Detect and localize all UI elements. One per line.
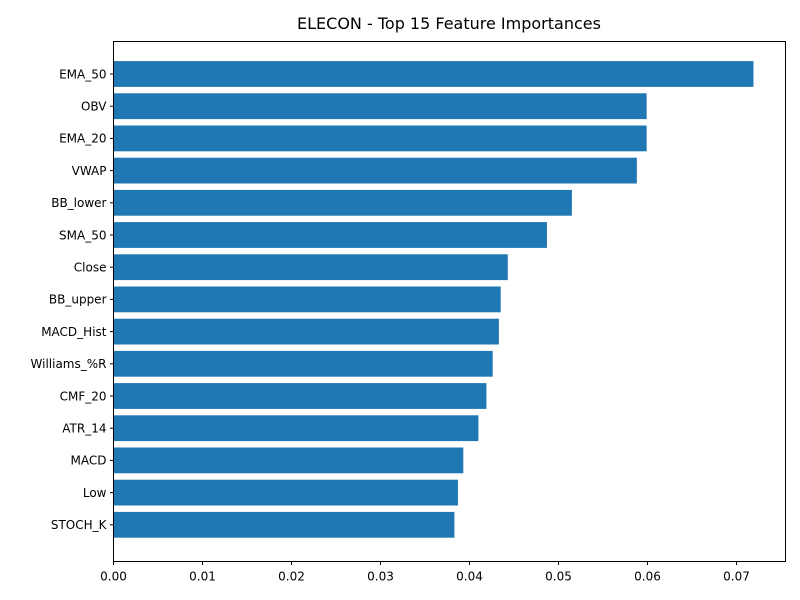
y-axis-ticks: EMA_50 OBV EMA_20 VWAP BB_lower SMA_50 Close BB… xyxy=(31,67,114,532)
y-tick-label: BB_upper xyxy=(49,293,107,307)
y-tick-label: EMA_50 xyxy=(59,67,106,81)
x-tick-label: 0.05 xyxy=(545,570,572,584)
bar-macd xyxy=(113,447,464,474)
y-tick-label: MACD xyxy=(71,454,107,468)
y-tick-label: OBV xyxy=(81,100,107,114)
x-tick-label: 0.07 xyxy=(723,570,750,584)
y-tick-label: BB_lower xyxy=(51,196,106,210)
x-tick-label: 0.03 xyxy=(367,570,394,584)
y-tick-label: VWAP xyxy=(72,164,107,178)
bar-bb-lower xyxy=(113,189,572,216)
bar-bb-upper xyxy=(113,286,501,313)
bar-williams-r xyxy=(113,350,493,377)
y-tick-label: Low xyxy=(83,486,107,500)
x-tick-label: 0.02 xyxy=(278,570,305,584)
x-tick-label: 0.04 xyxy=(456,570,483,584)
bars-group xyxy=(113,61,754,538)
y-tick-label: ATR_14 xyxy=(62,422,106,436)
plot-frame xyxy=(113,41,786,562)
y-tick-label: Close xyxy=(74,261,107,275)
bar-sma-50 xyxy=(113,222,547,248)
y-tick-label: STOCH_K xyxy=(51,518,108,532)
y-tick-label: Williams_%R xyxy=(31,357,107,371)
y-tick-label: EMA_20 xyxy=(59,132,106,146)
bar-macd-hist xyxy=(113,318,499,345)
chart-title: ELECON - Top 15 Feature Importances xyxy=(297,14,601,33)
bar-atr-14 xyxy=(113,415,479,442)
bar-ema-20 xyxy=(113,125,647,152)
y-tick-label: MACD_Hist xyxy=(41,325,107,339)
x-tick-label: 0.06 xyxy=(634,570,661,584)
x-tick-label: 0.01 xyxy=(189,570,216,584)
bar-ema-50 xyxy=(113,61,754,87)
bar-obv xyxy=(113,93,647,120)
bar-stoch-k xyxy=(113,511,455,538)
bar-cmf-20 xyxy=(113,383,487,409)
y-tick-label: CMF_20 xyxy=(60,389,107,403)
bar-low xyxy=(113,479,458,506)
y-tick-label: SMA_50 xyxy=(59,228,106,242)
x-tick-label: 0.00 xyxy=(100,570,127,584)
x-axis-ticks: 0.00 0.01 0.02 0.03 0.04 0.05 0.06 0.07 xyxy=(100,561,750,584)
bar-vwap xyxy=(113,157,637,184)
bar-close xyxy=(113,254,508,281)
